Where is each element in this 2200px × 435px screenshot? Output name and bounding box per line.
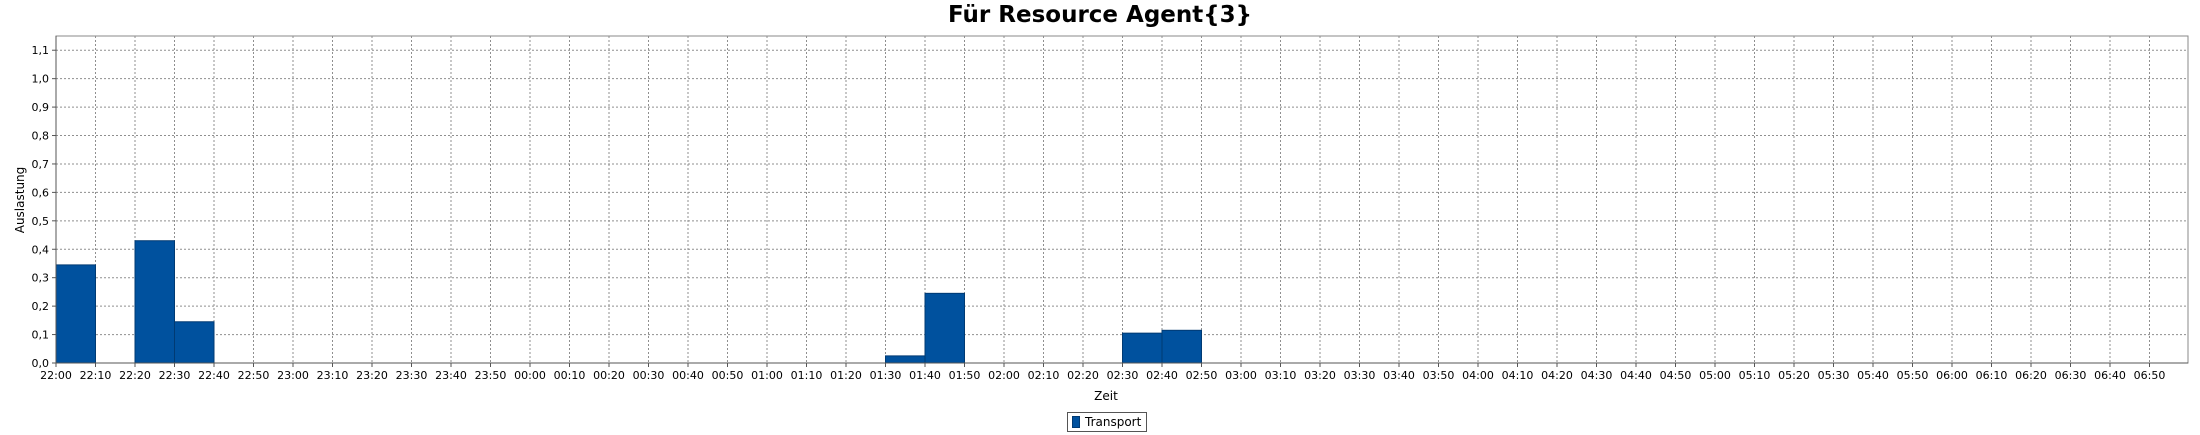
x-tick-label: 04:50 xyxy=(1660,369,1692,382)
x-tick-label: 05:40 xyxy=(1857,369,1889,382)
x-tick-label: 05:10 xyxy=(1739,369,1771,382)
y-tick-label: 0,2 xyxy=(32,300,50,313)
x-tick-label: 23:50 xyxy=(475,369,507,382)
x-tick-label: 01:40 xyxy=(909,369,941,382)
chart-title: Für Resource Agent{3} xyxy=(947,2,1253,28)
x-tick-label: 06:20 xyxy=(2015,369,2047,382)
x-tick-label: 00:50 xyxy=(712,369,744,382)
x-tick-label: 23:00 xyxy=(277,369,309,382)
x-tick-label: 02:50 xyxy=(1186,369,1218,382)
y-tick-label: 0,1 xyxy=(32,329,50,342)
bars-transport xyxy=(55,240,1202,364)
legend: Transport xyxy=(1067,412,1148,432)
x-tick-label: 06:10 xyxy=(1976,369,2008,382)
x-tick-label: 22:20 xyxy=(119,369,151,382)
x-tick-label: 23:20 xyxy=(356,369,388,382)
x-tick-label: 01:20 xyxy=(830,369,862,382)
x-tick-label: 00:40 xyxy=(672,369,704,382)
x-tick-label: 23:30 xyxy=(396,369,428,382)
legend-label-transport: Transport xyxy=(1085,415,1142,429)
x-tick-label: 03:00 xyxy=(1225,369,1257,382)
x-tick-label: 04:00 xyxy=(1462,369,1494,382)
bar xyxy=(1122,332,1163,364)
x-tick-label: 22:30 xyxy=(159,369,191,382)
legend-swatch-transport xyxy=(1072,416,1080,428)
x-tick-label: 02:20 xyxy=(1067,369,1099,382)
x-tick-label: 03:30 xyxy=(1344,369,1376,382)
x-tick-label: 04:40 xyxy=(1620,369,1652,382)
x-tick-label: 03:20 xyxy=(1304,369,1336,382)
x-tick-label: 05:20 xyxy=(1778,369,1810,382)
x-tick-label: 02:30 xyxy=(1107,369,1139,382)
x-tick-label: 06:50 xyxy=(2134,369,2166,382)
y-tick-label: 0,9 xyxy=(32,101,50,114)
y-tick-label: 1,1 xyxy=(32,44,50,57)
y-tick-label: 1,0 xyxy=(32,73,50,86)
x-tick-label: 01:30 xyxy=(870,369,902,382)
y-axis-label: Auslastung xyxy=(13,167,27,234)
x-tick-label: 22:40 xyxy=(198,369,230,382)
x-tick-label: 00:10 xyxy=(554,369,586,382)
gridlines xyxy=(56,36,2188,363)
x-tick-label: 03:10 xyxy=(1265,369,1297,382)
x-tick-label: 22:50 xyxy=(238,369,270,382)
x-tick-label: 00:20 xyxy=(593,369,625,382)
x-tick-label: 06:30 xyxy=(2055,369,2087,382)
y-tick-label: 0,4 xyxy=(32,243,50,256)
x-tick-label: 00:30 xyxy=(633,369,665,382)
x-tick-label: 22:00 xyxy=(40,369,72,382)
x-tick-label: 22:10 xyxy=(80,369,112,382)
x-tick-label: 06:00 xyxy=(1936,369,1968,382)
x-tick-label: 00:00 xyxy=(514,369,546,382)
x-tick-label: 23:10 xyxy=(317,369,349,382)
bar xyxy=(924,292,965,364)
x-tick-label: 06:40 xyxy=(2094,369,2126,382)
y-tick-label: 0,5 xyxy=(32,215,50,228)
bar xyxy=(134,240,175,364)
y-tick-label: 0,6 xyxy=(32,186,50,199)
x-tick-label: 02:00 xyxy=(988,369,1020,382)
y-tick-labels: 0,0 0,1 0,2 0,3 0,4 0,5 0,6 0,7 0,8 0,9 1,0 1,1 xyxy=(32,44,50,370)
x-tick-label: 23:40 xyxy=(435,369,467,382)
axes xyxy=(52,36,2188,367)
x-tick-label: 04:30 xyxy=(1581,369,1613,382)
x-tick-label: 01:50 xyxy=(949,369,981,382)
x-tick-label: 02:40 xyxy=(1146,369,1178,382)
x-tick-label: 02:10 xyxy=(1028,369,1060,382)
x-tick-label: 05:50 xyxy=(1897,369,1929,382)
bar xyxy=(174,321,215,364)
bar xyxy=(55,264,96,364)
y-tick-label: 0,0 xyxy=(32,357,50,370)
x-tick-label: 04:20 xyxy=(1541,369,1573,382)
y-tick-label: 0,3 xyxy=(32,272,50,285)
x-tick-label: 04:10 xyxy=(1502,369,1534,382)
y-tick-label: 0,7 xyxy=(32,158,50,171)
y-tick-label: 0,8 xyxy=(32,130,50,143)
x-axis-label: Zeit xyxy=(1094,389,1118,403)
x-tick-label: 01:10 xyxy=(791,369,823,382)
x-tick-label: 01:00 xyxy=(751,369,783,382)
x-tick-label: 05:00 xyxy=(1699,369,1731,382)
x-tick-label: 03:50 xyxy=(1423,369,1455,382)
bar xyxy=(1161,329,1202,364)
x-tick-labels: 22:00 22:10 22:20 22:30 22:40 22:50 23:00 23:10… xyxy=(40,369,2165,382)
x-tick-label: 05:30 xyxy=(1818,369,1850,382)
bar xyxy=(885,355,926,364)
x-tick-label: 03:40 xyxy=(1383,369,1415,382)
